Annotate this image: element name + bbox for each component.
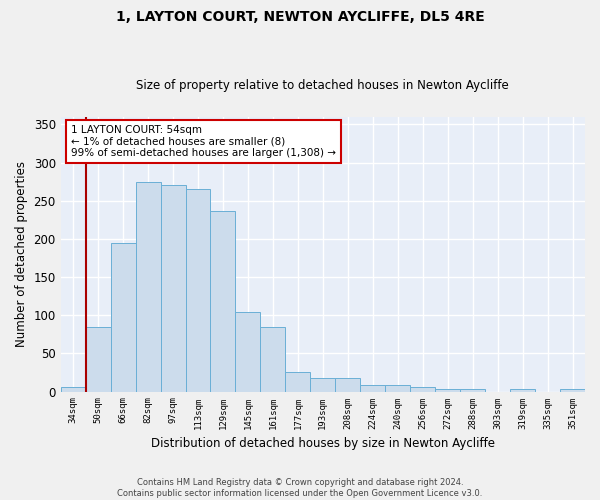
Text: 1 LAYTON COURT: 54sqm
← 1% of detached houses are smaller (8)
99% of semi-detach: 1 LAYTON COURT: 54sqm ← 1% of detached h… — [71, 125, 336, 158]
Text: 1, LAYTON COURT, NEWTON AYCLIFFE, DL5 4RE: 1, LAYTON COURT, NEWTON AYCLIFFE, DL5 4R… — [116, 10, 484, 24]
Title: Size of property relative to detached houses in Newton Aycliffe: Size of property relative to detached ho… — [136, 79, 509, 92]
Bar — [510, 390, 535, 392]
Bar — [560, 390, 585, 392]
Bar — [161, 186, 185, 392]
Bar — [310, 378, 335, 392]
Bar — [86, 328, 110, 392]
Bar — [235, 312, 260, 392]
Bar — [335, 378, 360, 392]
Bar — [410, 387, 435, 392]
Bar — [185, 190, 211, 392]
Bar — [435, 388, 460, 392]
Bar — [460, 388, 485, 392]
Bar — [61, 387, 86, 392]
Bar — [286, 372, 310, 392]
Bar — [360, 384, 385, 392]
Bar — [110, 242, 136, 392]
Bar — [385, 384, 410, 392]
Text: Contains HM Land Registry data © Crown copyright and database right 2024.
Contai: Contains HM Land Registry data © Crown c… — [118, 478, 482, 498]
Bar — [211, 212, 235, 392]
X-axis label: Distribution of detached houses by size in Newton Aycliffe: Distribution of detached houses by size … — [151, 437, 495, 450]
Bar — [260, 328, 286, 392]
Bar — [136, 182, 161, 392]
Y-axis label: Number of detached properties: Number of detached properties — [15, 161, 28, 347]
